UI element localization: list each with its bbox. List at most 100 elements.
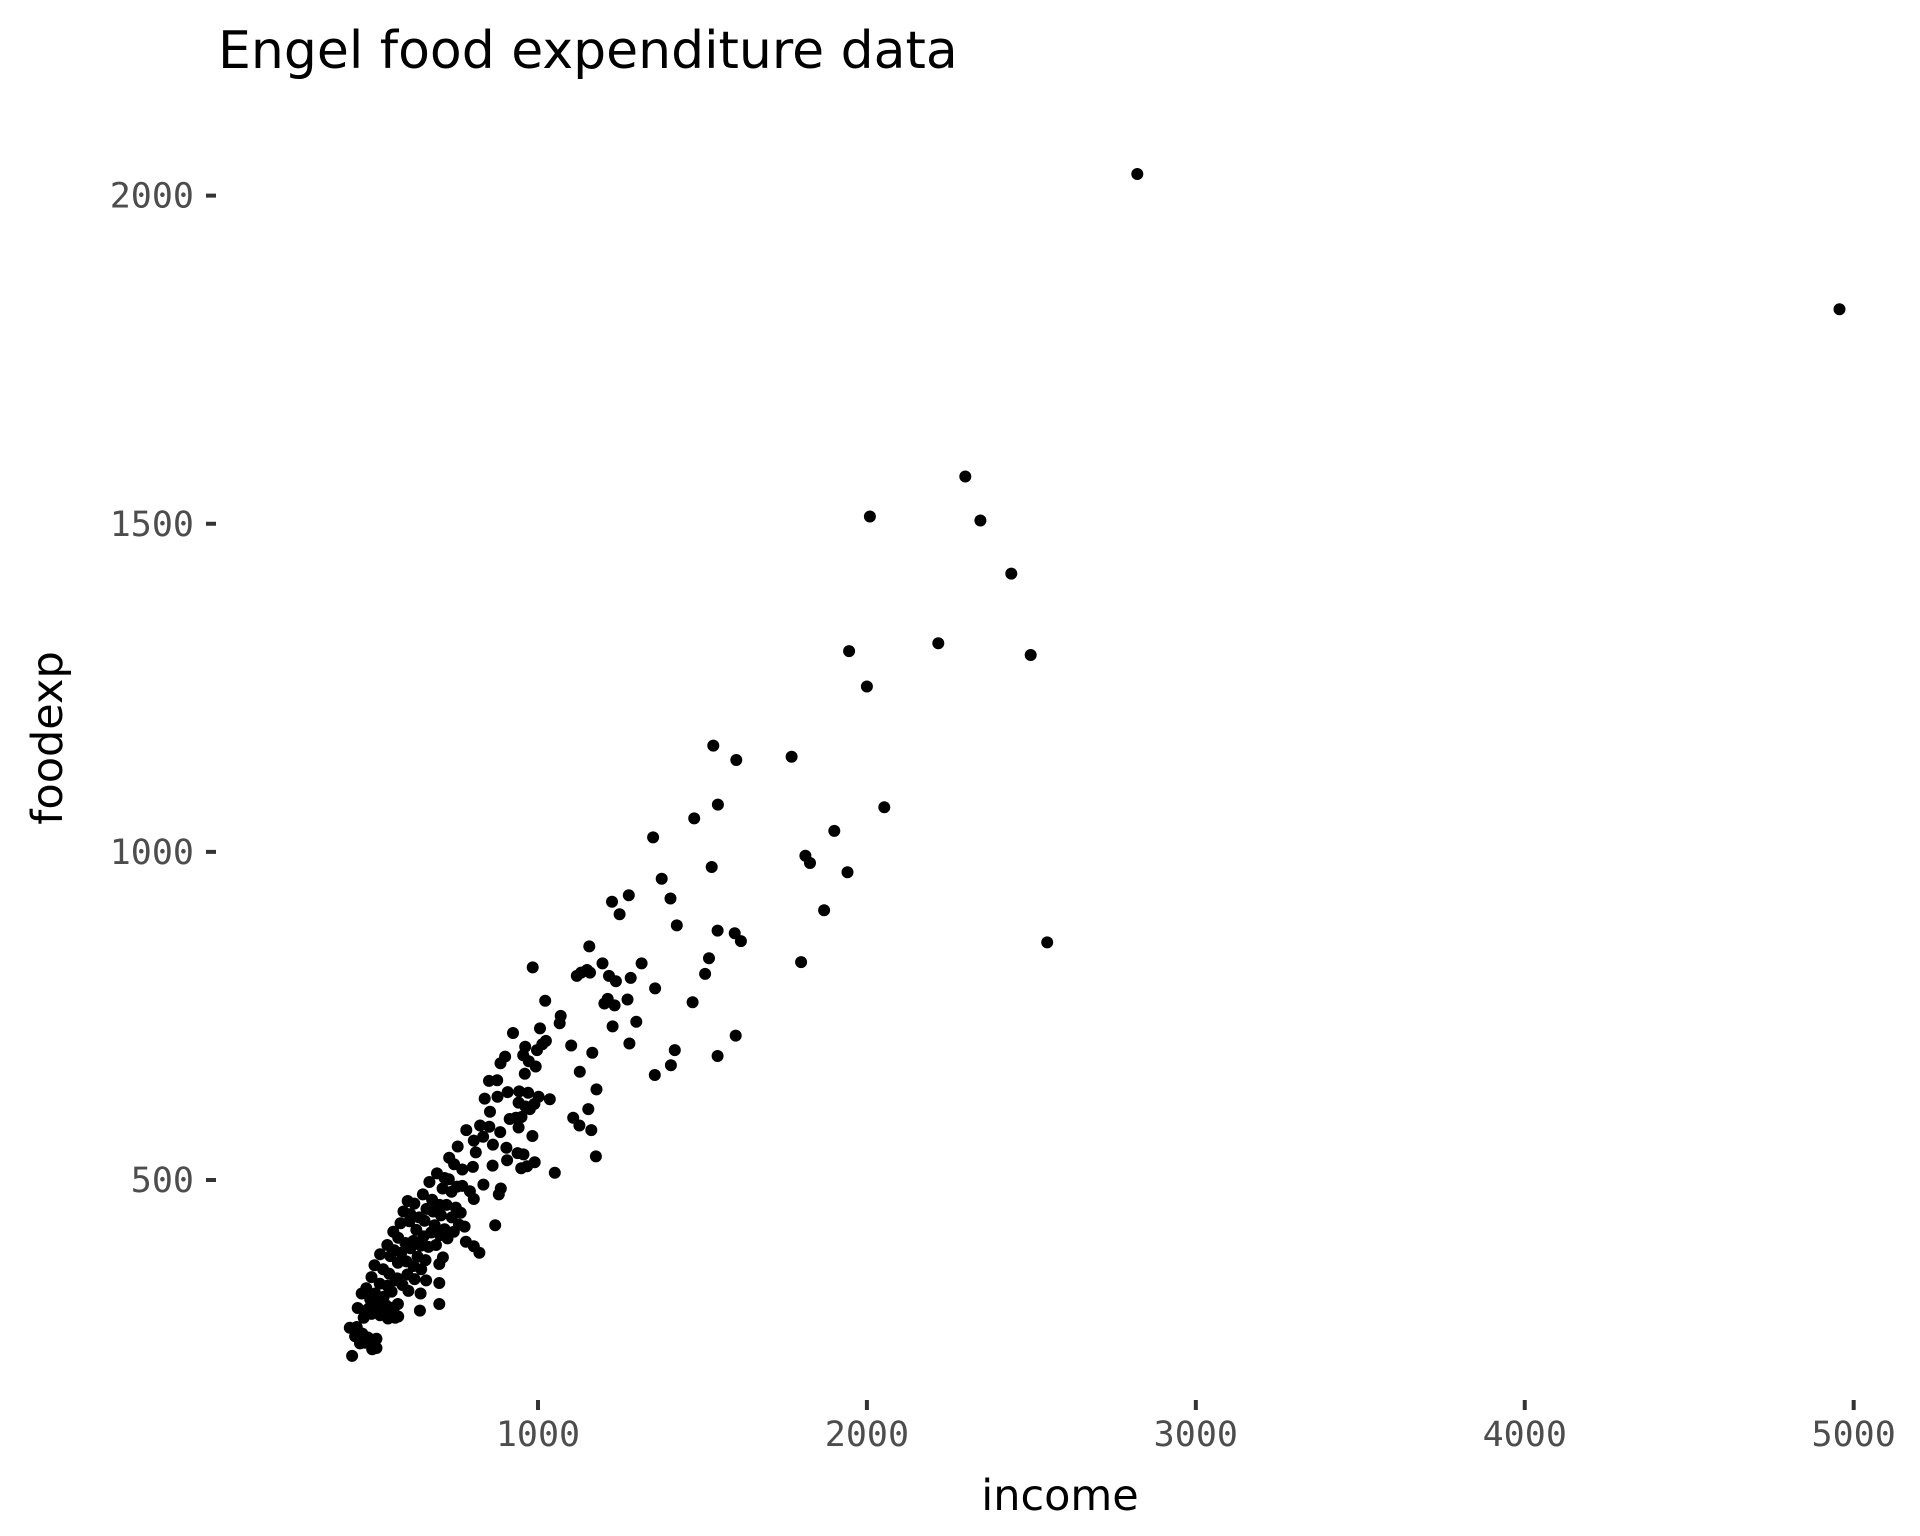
data-point <box>878 801 891 814</box>
data-point <box>483 1120 496 1133</box>
data-point <box>402 1284 415 1297</box>
data-point <box>624 971 637 984</box>
x-tick-label-3000: 3000 <box>1154 1415 1238 1455</box>
data-point <box>590 1083 603 1096</box>
data-point <box>416 1188 429 1201</box>
data-point <box>804 857 816 869</box>
data-point <box>469 1146 482 1159</box>
data-point <box>433 1258 446 1270</box>
data-point <box>484 1105 496 1118</box>
data-point <box>478 1092 491 1105</box>
data-point <box>585 1124 598 1137</box>
data-point <box>515 1111 528 1123</box>
data-point <box>418 1214 431 1227</box>
data-point <box>711 798 724 811</box>
data-point <box>489 1219 502 1232</box>
data-point <box>413 1304 426 1317</box>
data-point <box>686 996 699 1009</box>
data-point <box>501 1086 514 1099</box>
data-point <box>623 1037 636 1050</box>
data-point <box>451 1140 464 1153</box>
data-point <box>467 1134 480 1147</box>
data-point <box>711 924 724 937</box>
data-point <box>408 1273 421 1286</box>
data-point <box>565 1039 578 1052</box>
data-point <box>451 1180 464 1193</box>
x-tick-label-5000: 5000 <box>1812 1415 1896 1455</box>
data-point <box>395 1246 408 1259</box>
data-point <box>389 1311 402 1324</box>
data-point <box>526 961 539 974</box>
data-point <box>513 1085 526 1098</box>
data-point <box>586 1046 599 1059</box>
data-point <box>494 1057 507 1070</box>
data-point <box>539 994 552 1007</box>
data-point <box>521 1160 534 1173</box>
data-point <box>608 999 621 1012</box>
data-point <box>609 975 622 988</box>
y-tick-label-1000: 1000 <box>110 833 194 873</box>
data-point <box>664 1059 677 1072</box>
data-point <box>573 1119 586 1132</box>
data-point <box>630 1015 643 1028</box>
data-point <box>518 1067 531 1080</box>
data-point <box>385 1285 398 1298</box>
data-point <box>734 935 747 948</box>
data-point <box>474 1119 487 1132</box>
data-point <box>442 1173 455 1186</box>
data-point <box>703 952 715 965</box>
y-axis: 500 1000 1500 2000 <box>110 177 216 1201</box>
data-point <box>435 1209 447 1222</box>
data-point <box>548 1166 561 1179</box>
data-point <box>648 1069 661 1081</box>
data-point <box>529 1060 542 1073</box>
data-point <box>365 1271 378 1284</box>
data-point <box>491 1074 504 1087</box>
data-point <box>512 1121 525 1134</box>
data-point <box>795 956 808 969</box>
y-axis-title: foodexp <box>23 651 73 825</box>
data-point <box>959 470 972 483</box>
data-points <box>343 168 1846 1362</box>
data-point <box>440 1198 453 1211</box>
data-point <box>606 1020 619 1033</box>
data-point <box>528 1097 541 1110</box>
data-point <box>583 940 596 953</box>
data-point <box>589 1150 602 1163</box>
data-point <box>357 1311 370 1324</box>
data-point <box>841 866 854 879</box>
data-point <box>860 680 873 693</box>
data-point <box>463 1185 476 1198</box>
data-point <box>349 1330 362 1343</box>
data-point <box>729 1029 742 1042</box>
data-point <box>477 1130 490 1143</box>
data-point <box>1833 303 1846 316</box>
x-tick-label-4000: 4000 <box>1483 1415 1567 1455</box>
data-point <box>635 957 648 970</box>
data-point <box>570 969 583 982</box>
data-point <box>622 889 635 902</box>
data-point <box>415 1263 428 1276</box>
data-point <box>500 1141 513 1154</box>
data-point <box>403 1215 416 1228</box>
data-point <box>466 1160 479 1173</box>
x-axis-title: income <box>981 1471 1139 1521</box>
data-point <box>647 831 660 844</box>
data-point <box>486 1138 499 1151</box>
data-point <box>491 1090 504 1103</box>
data-point <box>507 1027 519 1039</box>
data-point <box>408 1197 421 1210</box>
data-point <box>664 892 677 905</box>
data-point <box>539 1034 552 1047</box>
data-point <box>522 1086 535 1099</box>
data-point <box>843 645 856 658</box>
data-point <box>503 1113 516 1125</box>
data-point <box>1131 168 1144 180</box>
data-point <box>613 908 626 921</box>
data-point <box>423 1176 436 1188</box>
data-point <box>404 1242 417 1255</box>
data-point <box>441 1232 454 1245</box>
data-point <box>534 1022 546 1035</box>
